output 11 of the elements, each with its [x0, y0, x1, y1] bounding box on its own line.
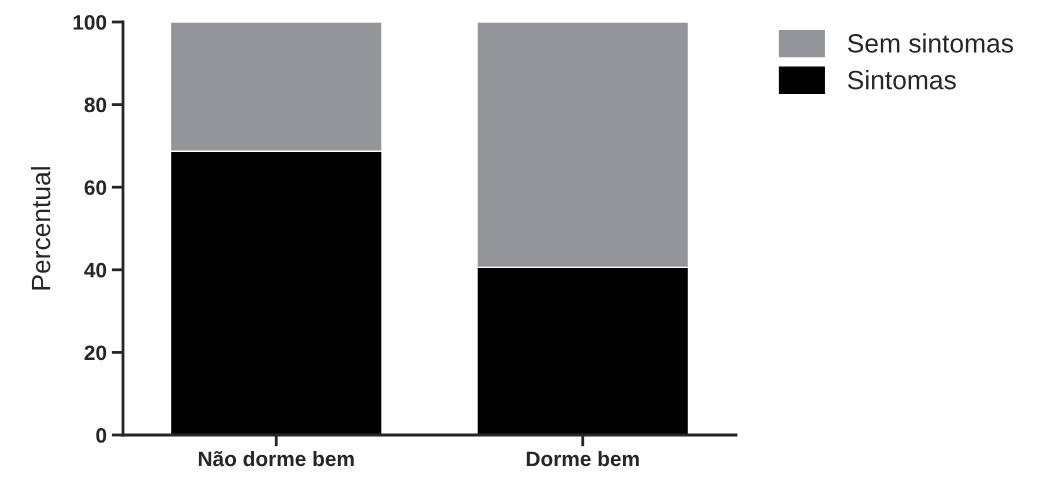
x-tick-label: Não dorme bem [198, 450, 354, 467]
y-tick-label: 20 [84, 345, 107, 361]
y-tick-label: 0 [96, 428, 107, 443]
legend-label: Sem sintomas [847, 33, 1013, 53]
y-axis-title: Percentual [31, 167, 51, 290]
y-tick-label: 60 [84, 180, 107, 195]
y-tick-label: 100 [73, 15, 107, 30]
y-tick-label: 80 [84, 97, 107, 113]
x-tick-label: Dorme bem [526, 450, 639, 467]
legend-label: Sintomas [847, 70, 956, 90]
y-tick-label: 40 [84, 262, 107, 278]
